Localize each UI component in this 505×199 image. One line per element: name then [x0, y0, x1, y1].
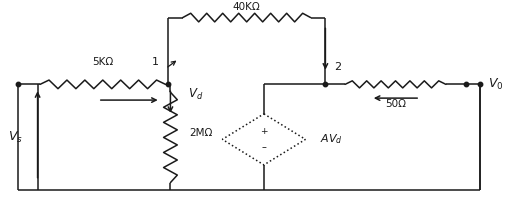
Text: $AV_d$: $AV_d$	[320, 133, 343, 146]
Text: 50Ω: 50Ω	[385, 99, 406, 109]
Text: $V_s$: $V_s$	[8, 130, 23, 145]
Text: 2MΩ: 2MΩ	[189, 129, 213, 139]
Text: $V_0$: $V_0$	[488, 77, 503, 92]
Text: 1: 1	[152, 57, 159, 67]
Text: –: –	[262, 142, 266, 153]
Text: $V_d$: $V_d$	[188, 87, 203, 102]
Text: 2: 2	[334, 62, 341, 72]
Text: 5KΩ: 5KΩ	[92, 57, 114, 67]
Text: +: +	[260, 127, 268, 136]
Text: 40KΩ: 40KΩ	[233, 2, 261, 12]
